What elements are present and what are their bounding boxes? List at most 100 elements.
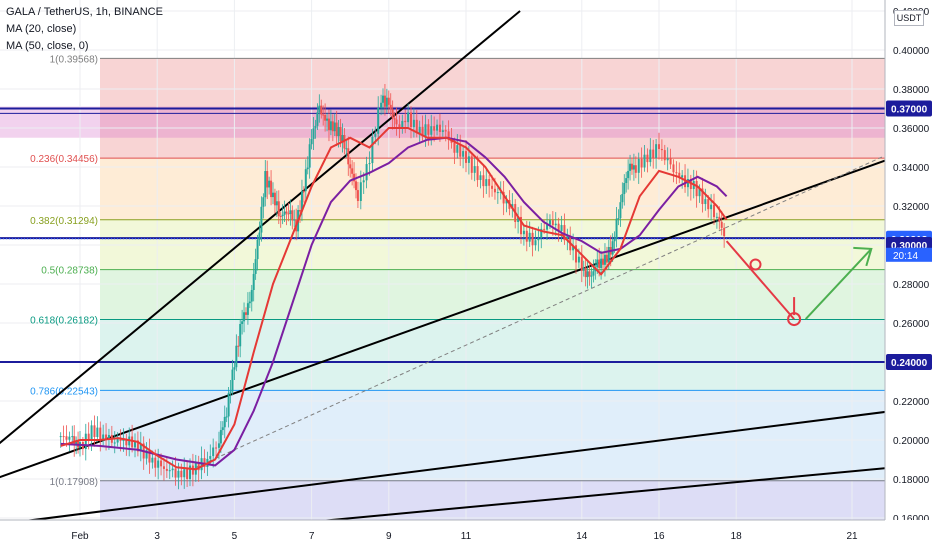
candle-body xyxy=(322,114,325,116)
candle-body xyxy=(525,230,528,242)
candle-body xyxy=(637,158,640,173)
candle-body xyxy=(404,120,407,123)
candle-body xyxy=(534,240,537,246)
candle-body xyxy=(499,191,502,193)
candle-body xyxy=(465,151,467,163)
candle-body xyxy=(107,434,110,440)
candle-body xyxy=(160,460,163,467)
candle-body xyxy=(493,188,496,193)
candle-body xyxy=(371,136,374,164)
candle-body xyxy=(623,183,626,195)
candle-body xyxy=(277,201,280,217)
candle-body xyxy=(430,126,433,135)
candle-body xyxy=(337,127,340,137)
candle-body xyxy=(632,165,635,170)
candle-body xyxy=(254,259,257,274)
candle-body xyxy=(698,188,701,197)
candle-body xyxy=(563,225,566,241)
candle-body xyxy=(353,173,356,182)
candle-body xyxy=(382,95,385,103)
candle-body xyxy=(102,434,105,441)
candle-body xyxy=(347,148,350,165)
candle-body xyxy=(572,245,575,251)
candle-body xyxy=(444,130,447,132)
candle-body xyxy=(209,456,212,459)
candle-body xyxy=(586,271,589,278)
candle-body xyxy=(391,109,394,119)
candle-body xyxy=(310,138,313,145)
candle-body xyxy=(517,216,520,223)
candle-body xyxy=(582,267,585,271)
candle-body xyxy=(237,345,240,347)
candle-body xyxy=(189,465,192,479)
candle-body xyxy=(219,430,222,444)
candle-body xyxy=(125,439,128,446)
candle-body xyxy=(456,145,459,153)
candle-body xyxy=(580,256,583,271)
candle-body xyxy=(398,124,401,129)
candle-body xyxy=(62,436,65,438)
candle-body xyxy=(485,179,488,187)
axis-corner xyxy=(885,520,932,550)
candle-body xyxy=(329,121,332,131)
candle-body xyxy=(171,468,174,471)
candle-body xyxy=(415,119,418,134)
candle-body xyxy=(681,175,684,178)
candle-body xyxy=(625,178,628,184)
currency-unit-label[interactable]: USDT xyxy=(894,10,924,26)
candle-body xyxy=(264,171,267,198)
candle-body xyxy=(122,439,125,441)
candle-body xyxy=(459,145,462,157)
candle-body xyxy=(231,369,234,392)
candle-body xyxy=(393,118,396,120)
candle-body xyxy=(590,275,593,277)
candle-body xyxy=(522,230,525,235)
candle-body xyxy=(588,271,591,277)
candle-body xyxy=(407,112,410,123)
candle-body xyxy=(351,168,354,174)
candle-body xyxy=(686,179,689,188)
candle-body xyxy=(227,393,230,417)
candle-body xyxy=(273,192,276,206)
candle-body xyxy=(584,267,587,278)
candle-body xyxy=(154,457,157,468)
candle-body xyxy=(368,163,371,165)
candle-body xyxy=(701,188,704,205)
y-tick-label: 0.32000 xyxy=(893,202,930,213)
candle-body xyxy=(630,163,633,170)
y-tick-label: 0.40000 xyxy=(893,46,930,57)
candle-body xyxy=(229,391,232,394)
candle-body xyxy=(672,164,675,173)
candle-body xyxy=(621,194,624,203)
candle-body xyxy=(395,119,398,125)
x-tick-label: 18 xyxy=(731,531,743,542)
candle-body xyxy=(293,219,296,221)
candle-body xyxy=(165,468,168,471)
candle-body xyxy=(327,118,330,131)
candle-body xyxy=(704,199,707,205)
candle-body xyxy=(291,210,294,221)
ma50-legend[interactable]: MA (50, close, 0) xyxy=(6,40,89,52)
candle-body xyxy=(341,135,344,142)
candle-body xyxy=(438,124,441,132)
candles xyxy=(59,83,726,490)
candle-body xyxy=(362,180,365,183)
candle-body xyxy=(427,124,430,135)
candle-body xyxy=(87,433,90,440)
fib-label: 0.236(0.34456) xyxy=(30,154,98,165)
candle-body xyxy=(707,199,710,210)
candle-body xyxy=(713,204,716,218)
candle-body xyxy=(603,254,606,265)
candle-body xyxy=(331,121,334,132)
projection-marker xyxy=(749,258,762,271)
candle-body xyxy=(162,466,165,469)
fib-label: 1(0.17908) xyxy=(50,477,98,488)
fib-label: 0.5(0.28738) xyxy=(41,266,98,277)
fib-zone xyxy=(100,158,885,220)
y-tick-label: 0.20000 xyxy=(893,436,930,447)
symbol-title[interactable]: GALA / TetherUS, 1h, BINANCE xyxy=(6,6,163,18)
candle-body xyxy=(139,443,142,452)
ma20-legend[interactable]: MA (20, close) xyxy=(6,23,77,35)
